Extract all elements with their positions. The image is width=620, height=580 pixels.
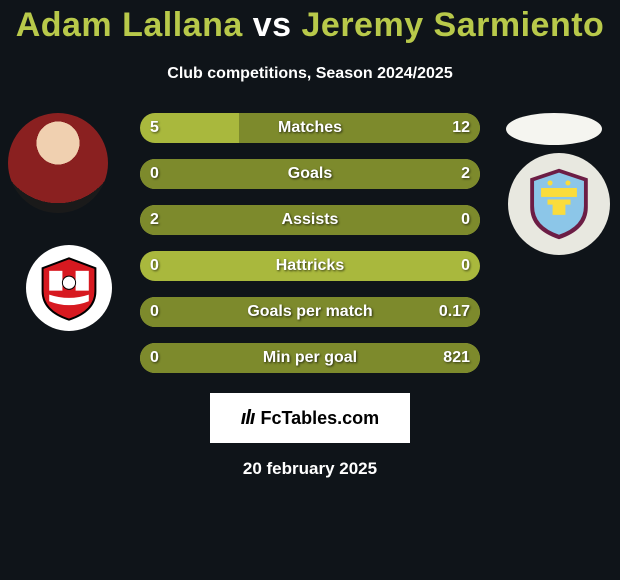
stat-bars-container: 512Matches 02Goals 20Assists 00Hattricks 00.… <box>140 113 480 389</box>
stat-row: 512Matches <box>140 113 480 143</box>
stat-label: Hattricks <box>140 251 480 281</box>
stat-row: 20Assists <box>140 205 480 235</box>
stat-label: Assists <box>140 205 480 235</box>
stat-label: Goals <box>140 159 480 189</box>
stat-label: Matches <box>140 113 480 143</box>
snapshot-date: 20 february 2025 <box>0 459 620 479</box>
logo-icon: ılı <box>241 407 255 430</box>
vs-label: vs <box>253 6 292 44</box>
player2-avatar-placeholder <box>506 113 602 145</box>
stat-row: 00.17Goals per match <box>140 297 480 327</box>
subtitle: Club competitions, Season 2024/2025 <box>0 65 620 83</box>
player1-name: Adam Lallana <box>16 6 243 44</box>
player2-club-badge <box>508 153 610 255</box>
comparison-title: Adam Lallana vs Jeremy Sarmiento <box>0 0 620 45</box>
stat-label: Min per goal <box>140 343 480 373</box>
stat-row: 0821Min per goal <box>140 343 480 373</box>
player1-avatar <box>8 113 108 213</box>
logo-text: FcTables.com <box>260 408 379 429</box>
stat-row: 00Hattricks <box>140 251 480 281</box>
player2-name: Jeremy Sarmiento <box>302 6 605 44</box>
southampton-badge-icon <box>36 255 102 321</box>
site-logo: ılı FcTables.com <box>210 393 410 443</box>
player1-club-badge <box>26 245 112 331</box>
stats-area: 512Matches 02Goals 20Assists 00Hattricks 00.… <box>0 113 620 383</box>
stat-row: 02Goals <box>140 159 480 189</box>
burnley-badge-icon <box>527 168 591 240</box>
stat-label: Goals per match <box>140 297 480 327</box>
